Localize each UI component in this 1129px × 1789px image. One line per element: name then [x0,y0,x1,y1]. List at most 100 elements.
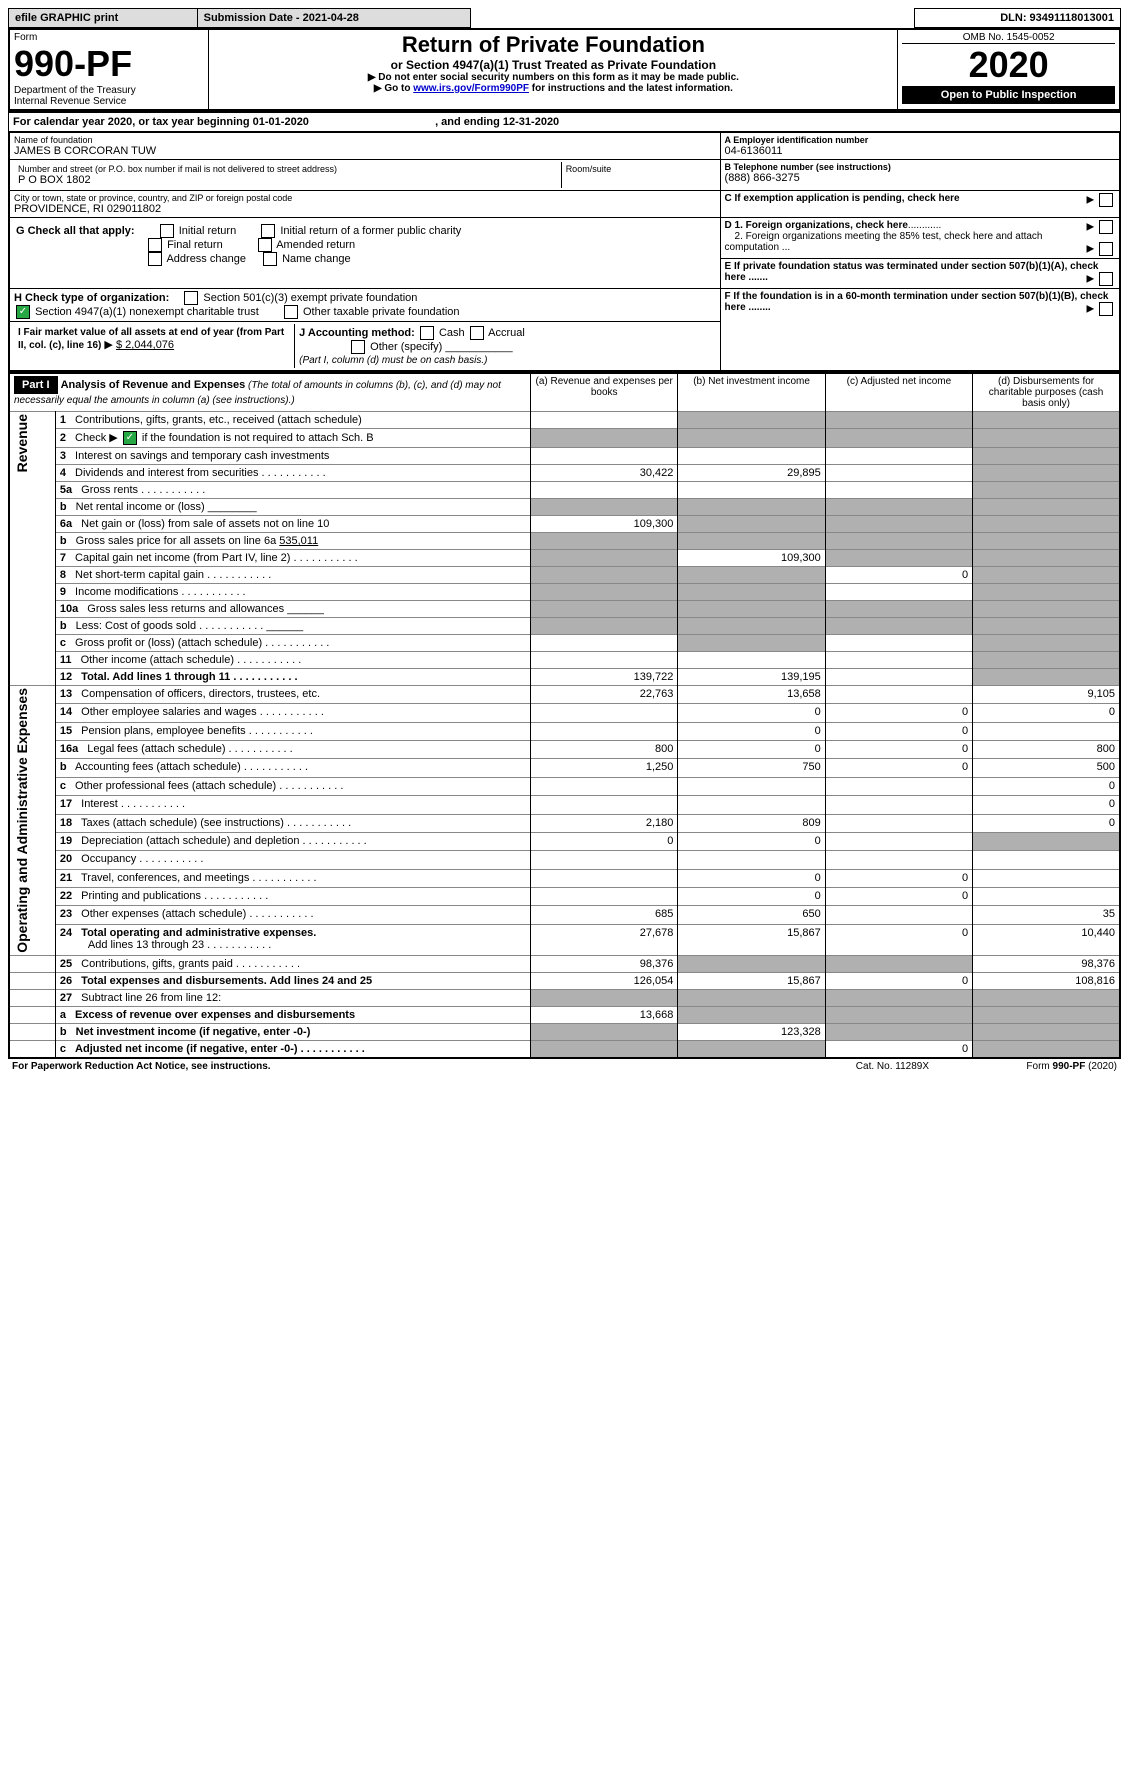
phone-value: (888) 866-3275 [725,172,1115,184]
line-13: Compensation of officers, directors, tru… [81,688,320,700]
e-label: E If private foundation status was termi… [725,261,1099,283]
footer-form: Form 990-PF (2020) [1026,1061,1117,1072]
part1-label: Part I [14,376,58,394]
line-27b: Net investment income (if negative, ente… [76,1026,311,1038]
line-24: Total operating and administrative expen… [81,927,316,939]
h-label: H Check type of organization: [14,292,169,304]
g2-checkbox[interactable] [261,224,275,238]
open-inspection: Open to Public Inspection [902,86,1115,104]
line-27a: Excess of revenue over expenses and disb… [75,1009,355,1021]
revenue-side: Revenue [14,414,30,472]
line-14: Other employee salaries and wages [81,706,324,718]
top-bar: efile GRAPHIC print Submission Date - 20… [8,8,1121,28]
c-label: C If exemption application is pending, c… [725,193,960,204]
j1-checkbox[interactable] [420,326,434,340]
room-label: Room/suite [561,162,715,188]
footer-cat: Cat. No. 11289X [717,1059,933,1074]
line-5a: Gross rents [81,484,205,496]
g5-checkbox[interactable] [148,252,162,266]
g-label: G Check all that apply: [16,225,135,237]
col-c-hdr: (c) Adjusted net income [825,373,972,412]
entity-block: Name of foundation JAMES B CORCORAN TUW … [8,131,1121,372]
col-b-hdr: (b) Net investment income [678,373,825,412]
line-9: Income modifications [75,586,246,598]
line-3: Interest on savings and temporary cash i… [75,450,329,462]
part1-title: Analysis of Revenue and Expenses [61,379,246,391]
form-number: 990-PF [14,43,204,85]
form-word: Form [14,32,204,43]
f-checkbox[interactable] [1099,302,1113,316]
foundation-name: JAMES B CORCORAN TUW [14,145,716,157]
line-26: Total expenses and disbursements. Add li… [81,975,372,987]
irs-link[interactable]: www.irs.gov/Form990PF [413,83,529,94]
j2-checkbox[interactable] [470,326,484,340]
line-10b: Less: Cost of goods sold [76,620,264,632]
line-17: Interest [81,798,185,810]
city-value: PROVIDENCE, RI 029011802 [14,203,716,215]
line-7: Capital gain net income (from Part IV, l… [75,552,358,564]
line-16c: Other professional fees (attach schedule… [75,780,343,792]
g4-checkbox[interactable] [258,238,272,252]
line-8: Net short-term capital gain [75,569,271,581]
name-label: Name of foundation [14,135,716,145]
line-16a: Legal fees (attach schedule) [87,743,292,755]
warn-ssn: Do not enter social security numbers on … [213,72,893,83]
line-27: Subtract line 26 from line 12: [81,992,221,1004]
efile-button[interactable]: efile GRAPHIC print [9,9,198,28]
phone-label: B Telephone number (see instructions) [725,162,1115,172]
form-subtitle: or Section 4947(a)(1) Trust Treated as P… [213,58,893,72]
line-12: Total. Add lines 1 through 11 [81,671,297,683]
form-header: Form 990-PF Department of the Treasury I… [8,28,1121,111]
street-address: P O BOX 1802 [18,174,557,186]
line-15: Pension plans, employee benefits [81,725,313,737]
d2-checkbox[interactable] [1099,242,1113,256]
line-18: Taxes (attach schedule) (see instruction… [81,817,351,829]
line-10a: Gross sales less returns and allowances [87,603,284,615]
line-10c: Gross profit or (loss) (attach schedule) [75,637,329,649]
line-11: Other income (attach schedule) [81,654,302,666]
g1-checkbox[interactable] [160,224,174,238]
h2-checkbox[interactable] [16,305,30,319]
j-note: (Part I, column (d) must be on cash basi… [299,355,487,366]
schb-checkbox[interactable] [123,431,137,445]
g6-checkbox[interactable] [263,252,277,266]
line-6b: Gross sales price for all assets on line… [76,535,277,547]
form-title: Return of Private Foundation [213,32,893,58]
ein-label: A Employer identification number [725,135,1115,145]
d1-label: D 1. Foreign organizations, check here [725,220,908,231]
irs: Internal Revenue Service [14,96,204,107]
line-27c: Adjusted net income (if negative, enter … [75,1043,365,1055]
line-1: Contributions, gifts, grants, etc., rece… [75,414,362,426]
footer-left: For Paperwork Reduction Act Notice, see … [8,1059,717,1074]
h1-checkbox[interactable] [184,291,198,305]
col-d-hdr: (d) Disbursements for charitable purpose… [973,373,1120,412]
city-label: City or town, state or province, country… [14,193,716,203]
h3-checkbox[interactable] [284,305,298,319]
tax-year: 2020 [902,44,1115,86]
line-4: Dividends and interest from securities [75,467,326,479]
calendar-year-line: For calendar year 2020, or tax year begi… [8,111,1121,131]
d1-checkbox[interactable] [1099,220,1113,234]
line-25: Contributions, gifts, grants paid [81,958,300,970]
c-checkbox[interactable] [1099,193,1113,207]
expenses-side: Operating and Administrative Expenses [14,688,30,953]
warn-link-line: Go to www.irs.gov/Form990PF for instruct… [213,83,893,94]
line-6a: Net gain or (loss) from sale of assets n… [81,518,329,530]
line-23: Other expenses (attach schedule) [81,908,313,920]
line-22: Printing and publications [81,890,268,902]
j-label: J Accounting method: [299,327,415,339]
submission-date: Submission Date - 2021-04-28 [197,9,470,28]
g3-checkbox[interactable] [148,238,162,252]
e-checkbox[interactable] [1099,272,1113,286]
line-21: Travel, conferences, and meetings [81,872,317,884]
i-value: $ 2,044,076 [116,339,174,351]
part1-table: Part I Analysis of Revenue and Expenses … [8,372,1121,1059]
dept: Department of the Treasury [14,85,204,96]
line-2: if the foundation is not required to att… [139,432,374,444]
f-label: F If the foundation is in a 60-month ter… [725,291,1109,313]
d2-label: 2. Foreign organizations meeting the 85%… [725,231,1043,253]
line-19: Depreciation (attach schedule) and deple… [81,835,367,847]
dln: DLN: 93491118013001 [915,9,1121,28]
j3-checkbox[interactable] [351,340,365,354]
ein-value: 04-6136011 [725,145,1115,157]
